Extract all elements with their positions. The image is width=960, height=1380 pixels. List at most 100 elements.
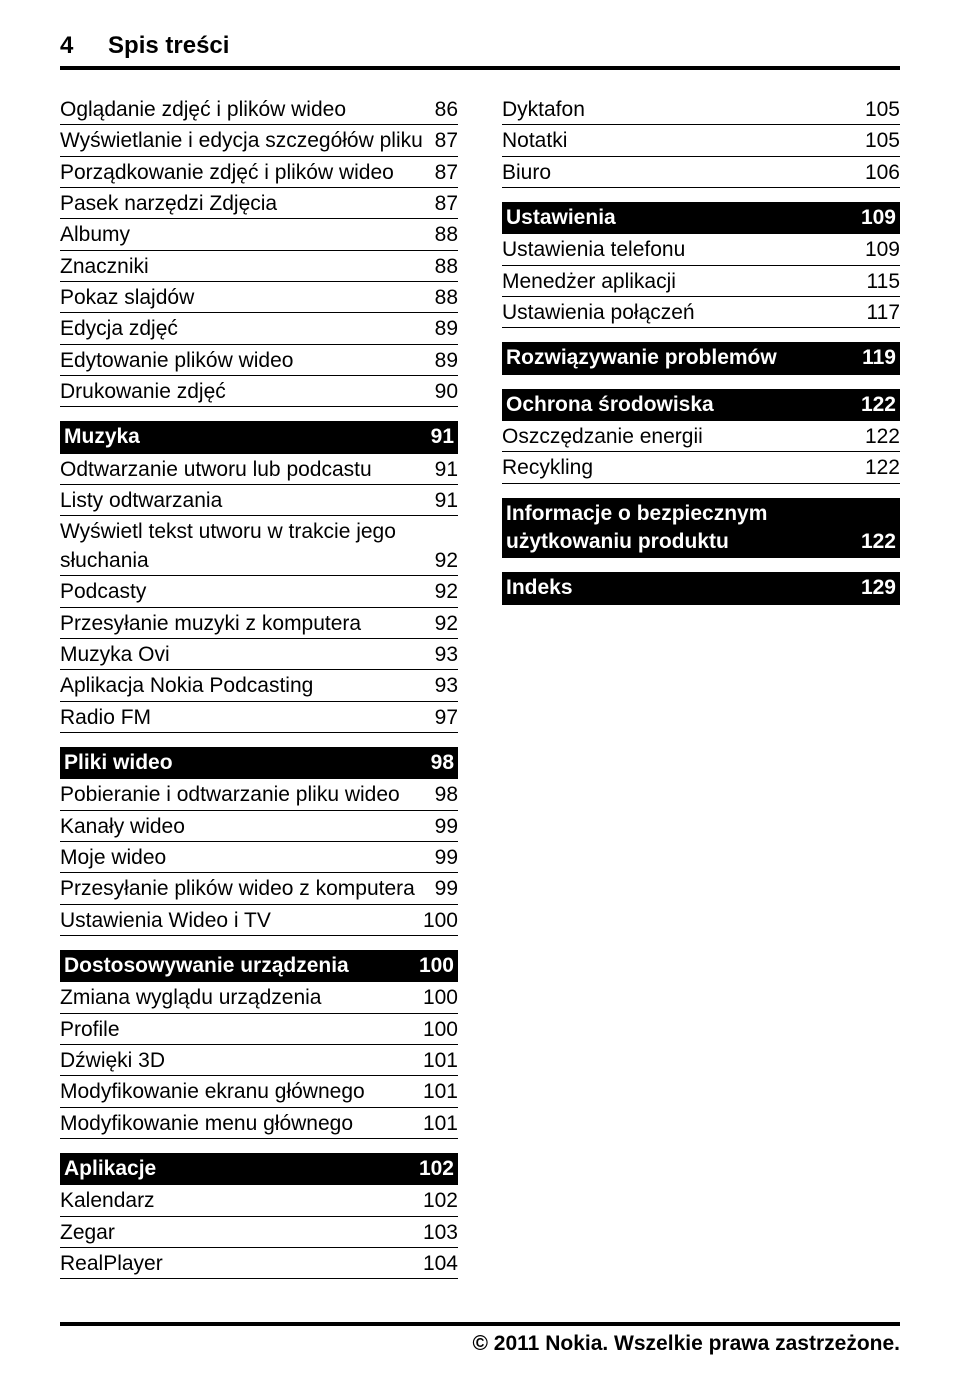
toc-entry-label: Edycja zdjęć (60, 315, 435, 343)
toc-entry-row: Oszczędzanie energii122 (502, 421, 900, 452)
toc-entry-label: Pasek narzędzi Zdjęcia (60, 190, 435, 218)
toc-entry-label: Recykling (502, 454, 865, 482)
toc-entry-row: Notatki105 (502, 125, 900, 156)
toc-entry-page: 100 (419, 952, 454, 980)
toc-entry-row: Biuro106 (502, 157, 900, 188)
toc-entry-label: Porządkowanie zdjęć i plików wideo (60, 159, 435, 187)
toc-columns: Oglądanie zdjęć i plików wideo86Wyświetl… (60, 94, 900, 1279)
toc-entry-page: 87 (435, 127, 458, 155)
toc-entry-page: 106 (865, 159, 900, 187)
toc-entry-page: 100 (423, 1016, 458, 1044)
toc-entry-page: 86 (435, 96, 458, 124)
toc-entry-row: Radio FM97 (60, 702, 458, 733)
toc-entry-row: Wyświetl tekst utworu w trakcie jego słu… (60, 516, 458, 576)
toc-entry-label: Biuro (502, 159, 865, 187)
toc-section-row: Dostosowywanie urządzenia100 (60, 950, 458, 982)
toc-entry-page: 100 (423, 984, 458, 1012)
toc-entry-label: Albumy (60, 221, 435, 249)
toc-entry-page: 105 (865, 96, 900, 124)
toc-entry-page: 99 (435, 844, 458, 872)
toc-entry-label: Ustawienia telefonu (502, 236, 865, 264)
toc-entry-row: Ustawienia Wideo i TV100 (60, 905, 458, 936)
toc-entry-label: Pokaz slajdów (60, 284, 435, 312)
toc-entry-row: Odtwarzanie utworu lub podcastu91 (60, 454, 458, 485)
toc-entry-row: Oglądanie zdjęć i plików wideo86 (60, 94, 458, 125)
toc-entry-page: 92 (435, 578, 458, 606)
toc-entry-page: 99 (435, 813, 458, 841)
toc-entry-label: Ustawienia Wideo i TV (60, 907, 423, 935)
toc-entry-label: Notatki (502, 127, 865, 155)
page-header: 4 Spis treści (60, 32, 900, 70)
toc-entry-page: 122 (861, 528, 896, 556)
toc-entry-row: Pokaz slajdów88 (60, 282, 458, 313)
toc-entry-label: Dźwięki 3D (60, 1047, 423, 1075)
toc-entry-label: Ustawienia (506, 204, 861, 232)
toc-entry-label: Oszczędzanie energii (502, 423, 865, 451)
toc-entry-page: 122 (861, 391, 896, 419)
toc-entry-page: 87 (435, 190, 458, 218)
toc-entry-row: Ustawienia telefonu109 (502, 234, 900, 265)
toc-entry-label: Ustawienia połączeń (502, 299, 867, 327)
toc-entry-label: Oglądanie zdjęć i plików wideo (60, 96, 435, 124)
toc-entry-row: Znaczniki88 (60, 251, 458, 282)
toc-section-row: Pliki wideo98 (60, 747, 458, 779)
toc-entry-row: Ustawienia połączeń117 (502, 297, 900, 328)
toc-entry-page: 101 (423, 1047, 458, 1075)
header-title: Spis treści (108, 32, 229, 59)
toc-entry-label: Przesyłanie muzyki z komputera (60, 610, 435, 638)
toc-entry-label: Znaczniki (60, 253, 435, 281)
toc-entry-row: Podcasty92 (60, 576, 458, 607)
toc-entry-page: 101 (423, 1078, 458, 1106)
toc-section-row: Ustawienia109 (502, 202, 900, 234)
toc-entry-row: Kanały wideo99 (60, 811, 458, 842)
header-page-number: 4 (60, 32, 73, 59)
toc-entry-page: 87 (435, 159, 458, 187)
toc-entry-page: 103 (423, 1219, 458, 1247)
toc-entry-label: Modyfikowanie ekranu głównego (60, 1078, 423, 1106)
toc-entry-row: RealPlayer104 (60, 1248, 458, 1279)
toc-entry-label: Muzyka (64, 423, 431, 451)
toc-entry-page: 105 (865, 127, 900, 155)
toc-entry-row: Drukowanie zdjęć90 (60, 376, 458, 407)
toc-entry-label: Informacje o bezpiecznym użytkowaniu pro… (506, 500, 861, 557)
toc-entry-page: 93 (435, 672, 458, 700)
toc-entry-page: 102 (423, 1187, 458, 1215)
toc-entry-page: 100 (423, 907, 458, 935)
toc-entry-page: 88 (435, 221, 458, 249)
toc-entry-page: 88 (435, 284, 458, 312)
toc-section-row: Ochrona środowiska122 (502, 389, 900, 421)
toc-entry-row: Przesyłanie muzyki z komputera92 (60, 608, 458, 639)
toc-entry-row: Pasek narzędzi Zdjęcia87 (60, 188, 458, 219)
toc-entry-label: Odtwarzanie utworu lub podcastu (60, 456, 435, 484)
toc-entry-row: Przesyłanie plików wideo z komputera99 (60, 873, 458, 904)
toc-entry-row: Modyfikowanie menu głównego101 (60, 1108, 458, 1139)
toc-entry-row: Zegar103 (60, 1217, 458, 1248)
toc-entry-label: Wyświetl tekst utworu w trakcie jego słu… (60, 518, 435, 575)
toc-entry-label: Indeks (506, 574, 861, 602)
toc-entry-row: Profile100 (60, 1014, 458, 1045)
toc-entry-label: Dyktafon (502, 96, 865, 124)
toc-entry-label: Rozwiązywanie problemów (506, 344, 862, 372)
toc-entry-row: Recykling122 (502, 452, 900, 483)
toc-entry-row: Albumy88 (60, 219, 458, 250)
toc-entry-page: 99 (435, 875, 458, 903)
toc-entry-label: Moje wideo (60, 844, 435, 872)
toc-entry-row: Dźwięki 3D101 (60, 1045, 458, 1076)
toc-entry-page: 115 (867, 268, 900, 296)
toc-entry-row: Muzyka Ovi93 (60, 639, 458, 670)
toc-section-row: Informacje o bezpiecznym użytkowaniu pro… (502, 498, 900, 559)
toc-entry-row: Listy odtwarzania91 (60, 485, 458, 516)
toc-entry-page: 88 (435, 253, 458, 281)
toc-entry-page: 91 (431, 423, 454, 451)
toc-entry-label: Pliki wideo (64, 749, 431, 777)
toc-section-row: Rozwiązywanie problemów119 (502, 342, 900, 374)
toc-entry-page: 91 (435, 487, 458, 515)
toc-entry-row: Pobieranie i odtwarzanie pliku wideo98 (60, 779, 458, 810)
toc-entry-label: Muzyka Ovi (60, 641, 435, 669)
toc-entry-row: Dyktafon105 (502, 94, 900, 125)
toc-entry-row: Menedżer aplikacji115 (502, 266, 900, 297)
toc-entry-row: Edycja zdjęć89 (60, 313, 458, 344)
toc-entry-row: Modyfikowanie ekranu głównego101 (60, 1076, 458, 1107)
toc-entry-label: Dostosowywanie urządzenia (64, 952, 419, 980)
toc-entry-label: Wyświetlanie i edycja szczegółów pliku (60, 127, 435, 155)
